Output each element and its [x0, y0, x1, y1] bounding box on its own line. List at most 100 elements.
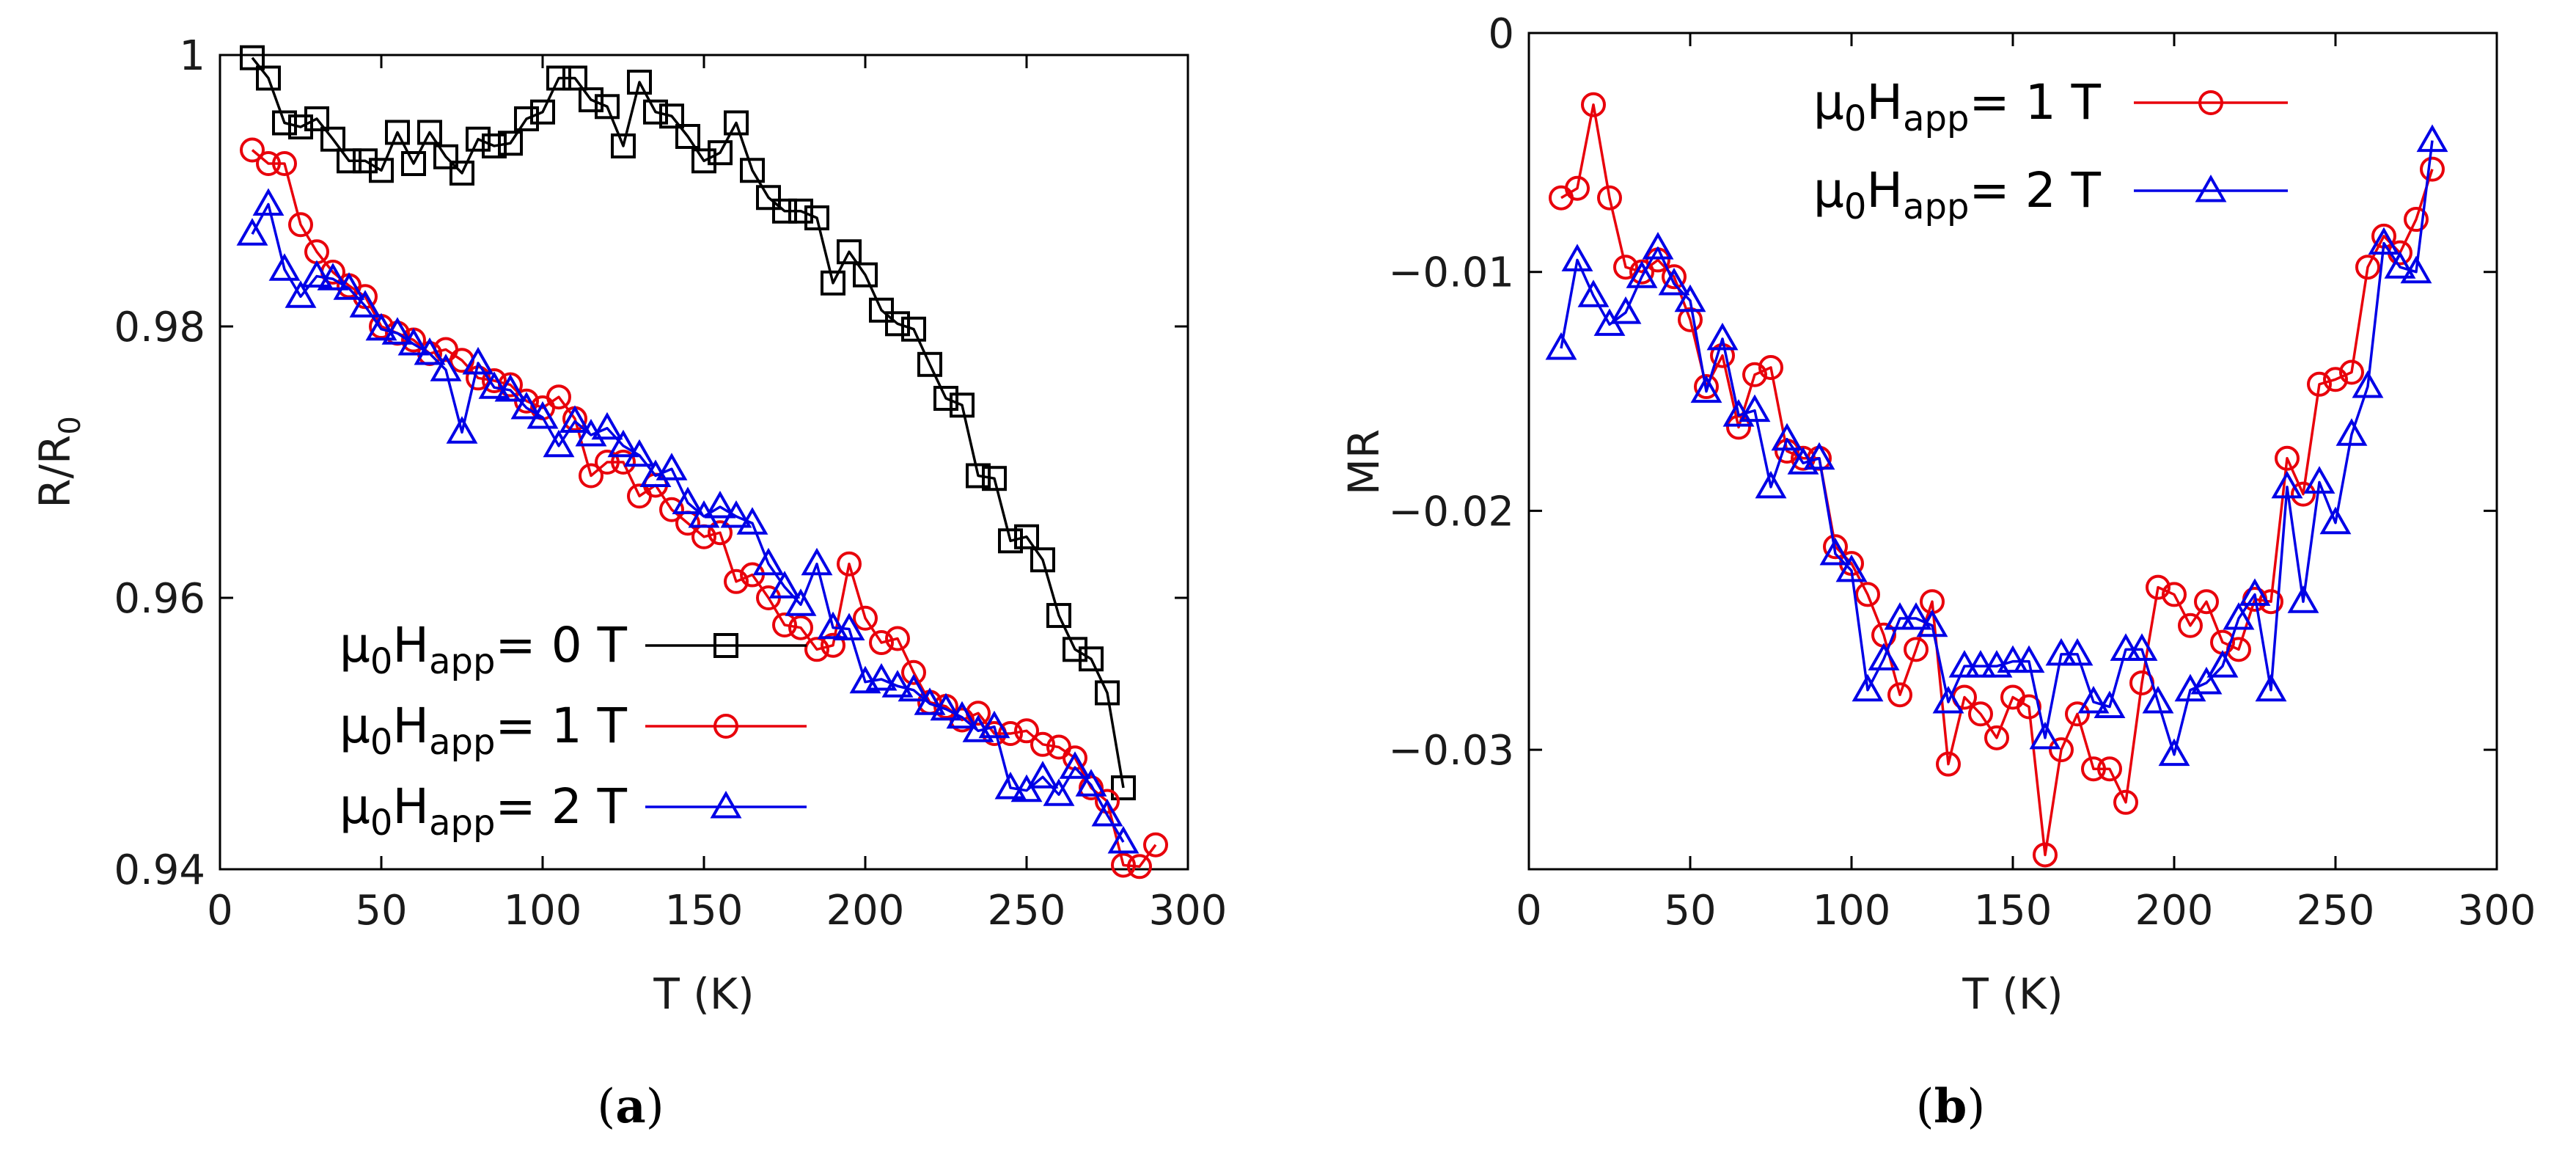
- data-point: [659, 103, 684, 129]
- data-point: [2162, 582, 2187, 607]
- legend-marker: [2198, 90, 2223, 115]
- x-tick-label: 200: [2135, 887, 2214, 935]
- data-point: [2420, 156, 2445, 182]
- data-point: [2126, 633, 2158, 661]
- data-point: [1079, 646, 1104, 672]
- data-point: [611, 450, 636, 475]
- legend-text: μ: [1813, 162, 1844, 219]
- data-point: [801, 547, 833, 576]
- data-point: [2061, 637, 2094, 666]
- data-point: [607, 429, 639, 458]
- data-point: [1046, 603, 1071, 629]
- data-point: [2029, 721, 2061, 750]
- data-point: [675, 124, 700, 149]
- ticks-b: 0 50 100 150 200 250 300 −0.03 −0.02 −0.01 0: [1388, 10, 2536, 935]
- data-point: [1803, 442, 1835, 470]
- data-point: [337, 148, 362, 174]
- data-point: [385, 120, 410, 145]
- data-point: [1739, 394, 1771, 423]
- data-point: [530, 99, 555, 125]
- y-axis-label-a: R/R0: [30, 416, 87, 508]
- x-tick-label: 200: [826, 887, 905, 935]
- data-point: [2335, 418, 2368, 446]
- data-point: [946, 701, 978, 729]
- data-point: [1565, 175, 1590, 201]
- data-point: [656, 453, 688, 480]
- data-point: [837, 551, 862, 577]
- data-point: [2319, 506, 2352, 535]
- data-point: [2081, 756, 2106, 782]
- legend-text: H: [392, 698, 429, 754]
- x-tick-label: 50: [355, 887, 407, 935]
- data-point: [2113, 789, 2138, 815]
- data-point: [595, 94, 620, 120]
- legend-item: μ0Happ= 1 T: [340, 698, 807, 763]
- legend-label: μ0Happ= 0 T: [340, 617, 628, 682]
- data-point: [2271, 470, 2303, 499]
- data-point: [1095, 680, 1120, 706]
- legend-b: μ0Happ= 1 T μ0Happ= 2 T: [1813, 74, 2288, 227]
- data-point: [2065, 701, 2090, 727]
- data-point: [2190, 666, 2223, 695]
- data-point: [1932, 685, 1964, 714]
- data-point: [1545, 332, 1577, 360]
- data-point: [1662, 264, 1687, 290]
- data-point: [785, 588, 817, 616]
- data-point: [817, 611, 849, 640]
- y-tick-label: 0.96: [114, 575, 205, 623]
- data-point: [821, 270, 845, 296]
- data-point: [1823, 534, 1848, 560]
- data-point: [2404, 207, 2429, 233]
- legend-item: μ0Happ= 1 T: [1813, 74, 2288, 139]
- data-point: [546, 384, 571, 410]
- data-point: [627, 70, 652, 95]
- data-point: [1014, 524, 1039, 549]
- legend-label: μ0Happ= 2 T: [1813, 162, 2102, 227]
- data-point: [672, 486, 704, 514]
- data-point: [1059, 751, 1091, 779]
- data-point: [1706, 322, 1739, 351]
- y-axis-label-main-a: R/R: [30, 435, 80, 508]
- data-point: [853, 262, 878, 288]
- y-tick-label: 1: [179, 32, 205, 80]
- data-point: [1610, 296, 1642, 324]
- data-point: [1904, 637, 1929, 662]
- data-point: [2258, 589, 2283, 615]
- data-point: [369, 158, 394, 183]
- series-circle-a: [240, 137, 1168, 880]
- data-point: [1597, 185, 1622, 211]
- data-point: [720, 500, 752, 528]
- data-point: [2097, 756, 2122, 782]
- data-point: [1111, 852, 1136, 878]
- data-point: [1678, 307, 1703, 332]
- data-point: [994, 771, 1027, 800]
- legend-label: μ0Happ= 1 T: [340, 698, 628, 763]
- legend-subscript: 0: [370, 722, 393, 763]
- data-point: [756, 185, 781, 211]
- data-point: [821, 632, 845, 658]
- data-point: [498, 131, 523, 156]
- data-point: [353, 148, 378, 174]
- data-point: [885, 311, 910, 337]
- data-point: [2416, 124, 2448, 153]
- data-point: [1984, 725, 2009, 750]
- data-point: [1561, 244, 1593, 271]
- data-point: [2142, 685, 2174, 714]
- data-point: [688, 500, 720, 528]
- y-axis-label-b: MR: [1339, 429, 1389, 495]
- legend-subscript: app: [429, 641, 495, 682]
- legend-a: μ0Happ= 0 T μ0Happ= 1 T μ0Happ= 2 T: [340, 617, 807, 844]
- data-point: [1075, 769, 1107, 797]
- data-point: [417, 120, 442, 145]
- series-triangle-a: [236, 188, 1140, 854]
- plot-frame-b: [1527, 32, 2498, 871]
- legend-item: μ0Happ= 0 T: [340, 617, 807, 682]
- data-point: [1091, 798, 1123, 827]
- data-point: [788, 615, 813, 640]
- data-point: [1997, 645, 2029, 673]
- x-tick-label: 150: [1974, 887, 2052, 935]
- data-point: [704, 491, 736, 519]
- legend-item: μ0Happ= 2 T: [340, 778, 807, 844]
- data-point: [736, 507, 768, 535]
- data-point: [2255, 673, 2287, 702]
